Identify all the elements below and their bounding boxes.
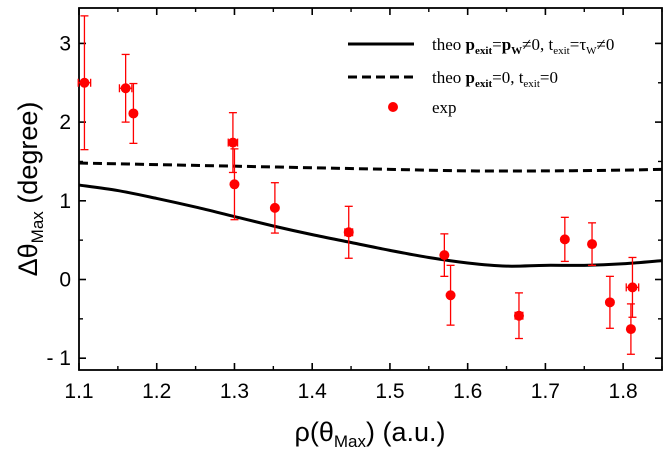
exp-point bbox=[559, 216, 570, 263]
x-tick-label: 1.5 bbox=[375, 380, 404, 403]
legend-entry: theo pexit=0, texit=0 bbox=[348, 68, 558, 90]
x-axis: 1.1 1.2 1.3 1.4 1.5 1.6 1.7 1.8 bbox=[64, 8, 663, 403]
x-tick-label: 1.6 bbox=[453, 380, 482, 403]
exp-marker bbox=[269, 202, 280, 213]
exp-marker bbox=[227, 137, 238, 148]
x-axis-title-main: ρ(θ bbox=[294, 417, 333, 447]
theory-curves bbox=[78, 161, 663, 268]
exp-marker bbox=[343, 227, 354, 238]
exp-marker bbox=[625, 324, 636, 335]
legend-entry: theo pexit=pW≠0, texit=τW≠0 bbox=[348, 35, 614, 57]
exp-marker bbox=[445, 290, 456, 301]
exp-marker bbox=[587, 239, 598, 250]
x-axis-title-sub: Max bbox=[334, 432, 367, 451]
theory-curve-wigner bbox=[78, 183, 663, 268]
exp-marker bbox=[439, 250, 450, 261]
exp-point bbox=[625, 303, 636, 355]
exp-point bbox=[604, 275, 615, 329]
y-axis-title-sub: Max bbox=[28, 211, 47, 244]
y-tick-label: 1 bbox=[59, 190, 71, 213]
exp-point bbox=[118, 53, 133, 123]
y-axis: - 1 0 1 2 3 bbox=[46, 32, 662, 370]
exp-marker bbox=[229, 179, 240, 190]
exp-marker bbox=[128, 108, 139, 119]
exp-marker bbox=[120, 83, 131, 94]
x-tick-label: 1.2 bbox=[142, 380, 171, 403]
legend-exp-marker bbox=[388, 102, 398, 112]
exp-marker bbox=[627, 282, 638, 293]
legend-label: theo pexit=pW≠0, texit=τW≠0 bbox=[432, 35, 614, 57]
exp-point bbox=[229, 148, 240, 221]
exp-point bbox=[439, 233, 450, 278]
exp-point bbox=[128, 82, 139, 145]
exp-point bbox=[269, 182, 280, 234]
y-tick-label: 0 bbox=[59, 269, 71, 292]
y-tick-label: - 1 bbox=[46, 347, 71, 370]
exp-point bbox=[227, 112, 239, 174]
x-tick-label: 1.8 bbox=[609, 380, 638, 403]
exp-marker bbox=[559, 234, 570, 245]
x-tick-label: 1.3 bbox=[220, 380, 249, 403]
y-tick-label: 2 bbox=[59, 111, 71, 134]
legend: theo pexit=pW≠0, texit=τW≠0 theo pexit=0,… bbox=[348, 35, 614, 117]
y-tick-label: 3 bbox=[59, 32, 71, 55]
experimental-points bbox=[77, 15, 640, 355]
x-tick-label: 1.4 bbox=[298, 380, 328, 403]
exp-marker bbox=[79, 77, 90, 88]
exp-point bbox=[77, 15, 92, 151]
theory-curve-zero-exit bbox=[78, 161, 663, 173]
legend-entry: exp bbox=[388, 98, 457, 117]
x-tick-label: 1.1 bbox=[64, 380, 93, 403]
x-tick-label: 1.7 bbox=[531, 380, 560, 403]
plot-frame bbox=[78, 7, 663, 371]
legend-label: exp bbox=[432, 98, 457, 117]
y-axis-title-main: Δθ bbox=[13, 243, 43, 276]
exp-point bbox=[343, 205, 354, 259]
y-axis-title-tail: (degree) bbox=[13, 102, 43, 212]
y-axis-title: ΔθMax (degree) bbox=[13, 102, 47, 277]
legend-label: theo pexit=0, texit=0 bbox=[432, 68, 558, 90]
exp-marker bbox=[513, 310, 524, 321]
x-axis-title: ρ(θMax) (a.u.) bbox=[294, 417, 445, 451]
x-axis-title-tail: ) (a.u.) bbox=[366, 417, 446, 447]
exp-point bbox=[445, 264, 456, 326]
exp-marker bbox=[604, 297, 615, 308]
exp-point bbox=[625, 256, 640, 318]
exp-point bbox=[513, 292, 524, 340]
exp-point bbox=[587, 222, 598, 266]
